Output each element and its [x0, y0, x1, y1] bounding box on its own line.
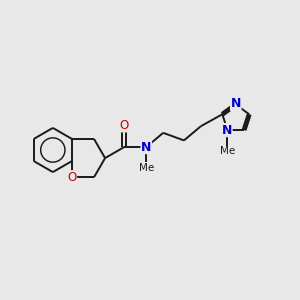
Text: O: O	[67, 171, 76, 184]
Text: N: N	[141, 140, 152, 154]
Text: O: O	[120, 119, 129, 132]
Text: Me: Me	[220, 146, 235, 156]
Text: N: N	[222, 124, 232, 136]
Text: Me: Me	[139, 163, 154, 173]
Text: N: N	[231, 98, 241, 110]
